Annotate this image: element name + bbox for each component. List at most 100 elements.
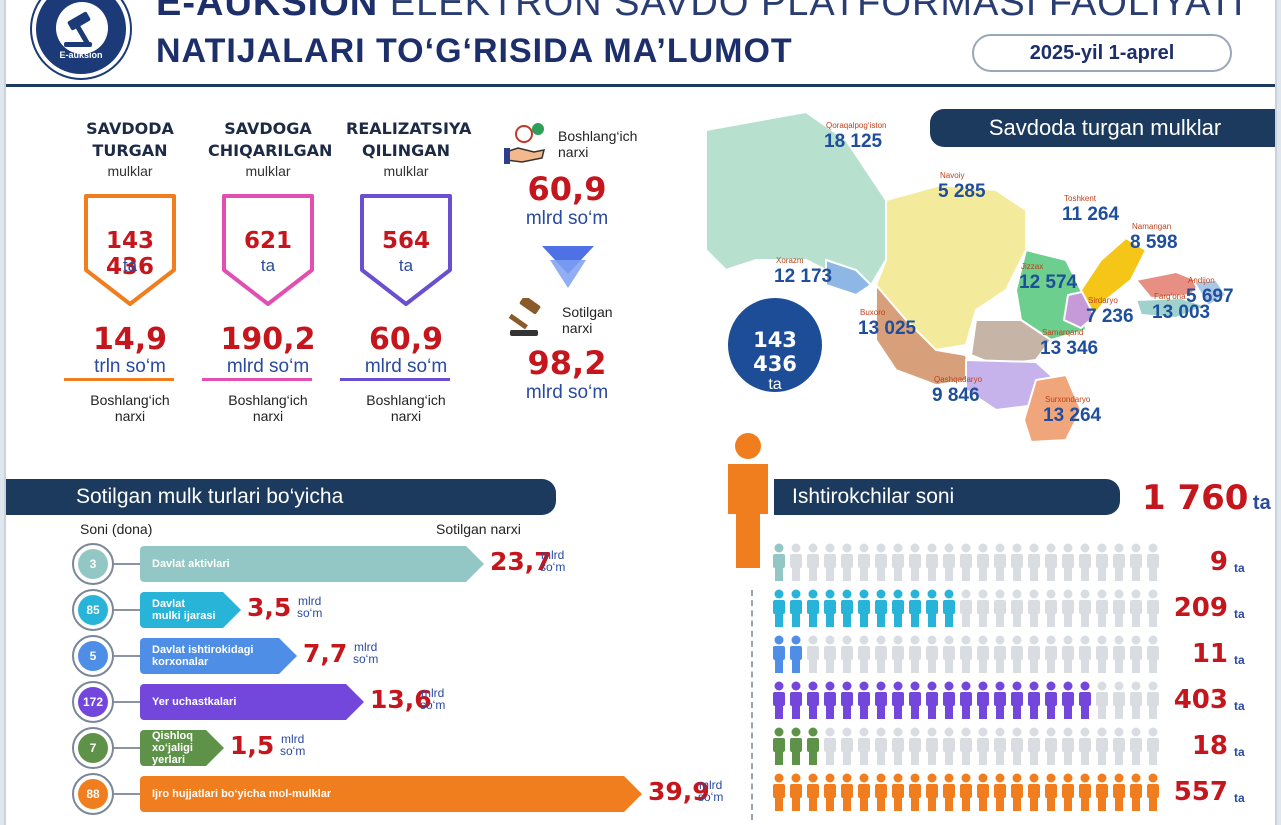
property-type-row: 3 Davlat aktivlari 23,7 mlrd so‘m bbox=[6, 543, 746, 585]
participant-figure bbox=[858, 773, 870, 811]
row-count-badge: 7 bbox=[72, 727, 114, 769]
participant-figure bbox=[790, 543, 802, 581]
participant-figure bbox=[892, 727, 904, 765]
participant-figure bbox=[943, 727, 955, 765]
map-total-value: 143 436 bbox=[753, 328, 797, 376]
participant-figure bbox=[1028, 589, 1040, 627]
row-count-badge: 172 bbox=[72, 681, 114, 723]
participant-figure bbox=[1079, 681, 1091, 719]
row-label: Davlat mulki ijarasi bbox=[152, 598, 216, 622]
row-count: 5 bbox=[78, 641, 108, 671]
participant-figure bbox=[1096, 543, 1108, 581]
row-unit-line: so‘m bbox=[353, 652, 379, 666]
stat-title-line: CHIQARILGAN bbox=[208, 141, 333, 160]
participant-figure bbox=[977, 543, 989, 581]
row-unit: mlrd so‘m bbox=[698, 779, 723, 803]
row-bar: Yer uchastkalari bbox=[140, 684, 364, 720]
region-value: 12 173 bbox=[774, 266, 833, 287]
person-icon bbox=[724, 432, 772, 568]
participant-figure bbox=[909, 635, 921, 673]
participant-figure bbox=[807, 773, 819, 811]
stat-amount-unit: mlrd so‘m bbox=[364, 356, 448, 377]
participant-figure bbox=[1147, 773, 1159, 811]
participant-count-unit: ta bbox=[1234, 607, 1245, 621]
participant-figure bbox=[1079, 589, 1091, 627]
row-bar: Davlat ishtirokidagi korxonalar bbox=[140, 638, 297, 674]
row-label: Yer uchastkalari bbox=[152, 696, 236, 708]
property-type-row: 5 Davlat ishtirokidagi korxonalar 7,7 mlrd so… bbox=[6, 635, 746, 677]
participant-figure bbox=[1011, 589, 1023, 627]
stat-note-line: narxi bbox=[114, 408, 146, 424]
participant-count-unit: ta bbox=[1234, 745, 1245, 759]
participant-figure bbox=[841, 589, 853, 627]
participant-figure bbox=[875, 681, 887, 719]
participant-pictogram bbox=[772, 589, 1168, 634]
row-unit: mlrd so‘m bbox=[540, 549, 565, 573]
row-unit: mlrd so‘m bbox=[420, 687, 445, 711]
map-banner: Savdoda turgan mulklar bbox=[930, 109, 1275, 147]
title-rest: ELEKTRON SAVDO PLATFORMASI FAOLIYATI bbox=[389, 0, 1245, 24]
page-title-line1: E-AUKSION ELEKTRON SAVDO PLATFORMASI FAO… bbox=[156, 0, 1244, 25]
participant-figure bbox=[943, 635, 955, 673]
row-bar: Davlat aktivlari bbox=[140, 546, 484, 582]
participant-figure bbox=[1045, 773, 1057, 811]
participant-count: 209 bbox=[1152, 593, 1228, 623]
region-name: Namangan bbox=[1132, 222, 1172, 231]
row-value: 1,5 bbox=[230, 731, 275, 760]
sold-price-label-line: Sotilgan bbox=[562, 304, 613, 320]
stat-title-line: QILINGAN bbox=[362, 141, 450, 160]
region-name: Andijon bbox=[1188, 276, 1215, 285]
row-value: 13,6 bbox=[370, 685, 432, 714]
stat-amount: 14,9 bbox=[92, 322, 168, 357]
start-price-label: Boshlang‘ich narxi bbox=[558, 128, 668, 160]
row-label-line: korxonalar bbox=[152, 656, 209, 668]
start-price-label-line: Boshlang‘ich bbox=[558, 128, 638, 144]
row-count: 172 bbox=[78, 687, 108, 717]
participant-figure bbox=[858, 727, 870, 765]
participant-figure bbox=[1113, 681, 1125, 719]
participant-count-value: 403 bbox=[1173, 685, 1228, 715]
stat-count-unit: ta bbox=[260, 256, 276, 275]
participant-figure bbox=[909, 727, 921, 765]
stat-title-line: SAVDODA bbox=[86, 119, 174, 138]
region-shape-namangan bbox=[1134, 270, 1203, 300]
participant-pictogram bbox=[772, 727, 1168, 772]
stat-count: 564 bbox=[381, 228, 430, 254]
property-type-row: 88 Ijro hujjatlari bo‘yicha mol-mulklar 39… bbox=[6, 773, 746, 815]
participant-figure bbox=[807, 543, 819, 581]
participant-count-value: 9 bbox=[1209, 547, 1228, 577]
map-total-badge: 143 436 ta bbox=[728, 298, 822, 393]
participant-figure bbox=[1028, 543, 1040, 581]
participant-figure bbox=[926, 727, 938, 765]
region-value: 13 003 bbox=[1152, 302, 1211, 323]
participant-figure bbox=[960, 727, 972, 765]
participant-figure bbox=[892, 589, 904, 627]
row-unit: mlrd so‘m bbox=[297, 595, 322, 619]
row-connector bbox=[114, 793, 140, 795]
page-title-line2: NATIJALARI TO‘G‘RISIDA MA’LUMOT bbox=[156, 32, 793, 70]
stat-amount-unit: mlrd so‘m bbox=[226, 356, 310, 377]
participant-figure bbox=[977, 727, 989, 765]
participant-figure bbox=[858, 635, 870, 673]
participant-figure bbox=[1130, 773, 1142, 811]
participant-figure bbox=[858, 681, 870, 719]
participant-figure bbox=[807, 727, 819, 765]
stat-amount-unit: trln so‘m bbox=[94, 356, 166, 377]
participant-figure bbox=[824, 727, 836, 765]
stat-note-line: narxi bbox=[390, 408, 422, 424]
row-unit-line: mlrd bbox=[298, 594, 322, 608]
participant-figure bbox=[960, 681, 972, 719]
start-price-unit: mlrd so‘m bbox=[525, 208, 609, 229]
participant-figure bbox=[1028, 727, 1040, 765]
row-value: 23,7 bbox=[490, 547, 552, 576]
sold-price-unit: mlrd so‘m bbox=[525, 382, 609, 403]
stat-underline bbox=[340, 378, 450, 381]
participant-figure bbox=[773, 635, 785, 673]
participant-figure bbox=[1011, 543, 1023, 581]
region-value: 8 598 bbox=[1130, 232, 1178, 253]
participant-figure bbox=[841, 773, 853, 811]
stat-count-unit: ta bbox=[122, 256, 138, 275]
row-unit-line: mlrd bbox=[421, 686, 445, 700]
participant-count-value: 11 bbox=[1191, 639, 1228, 669]
stat-note-line: Boshlang‘ich bbox=[90, 392, 170, 408]
